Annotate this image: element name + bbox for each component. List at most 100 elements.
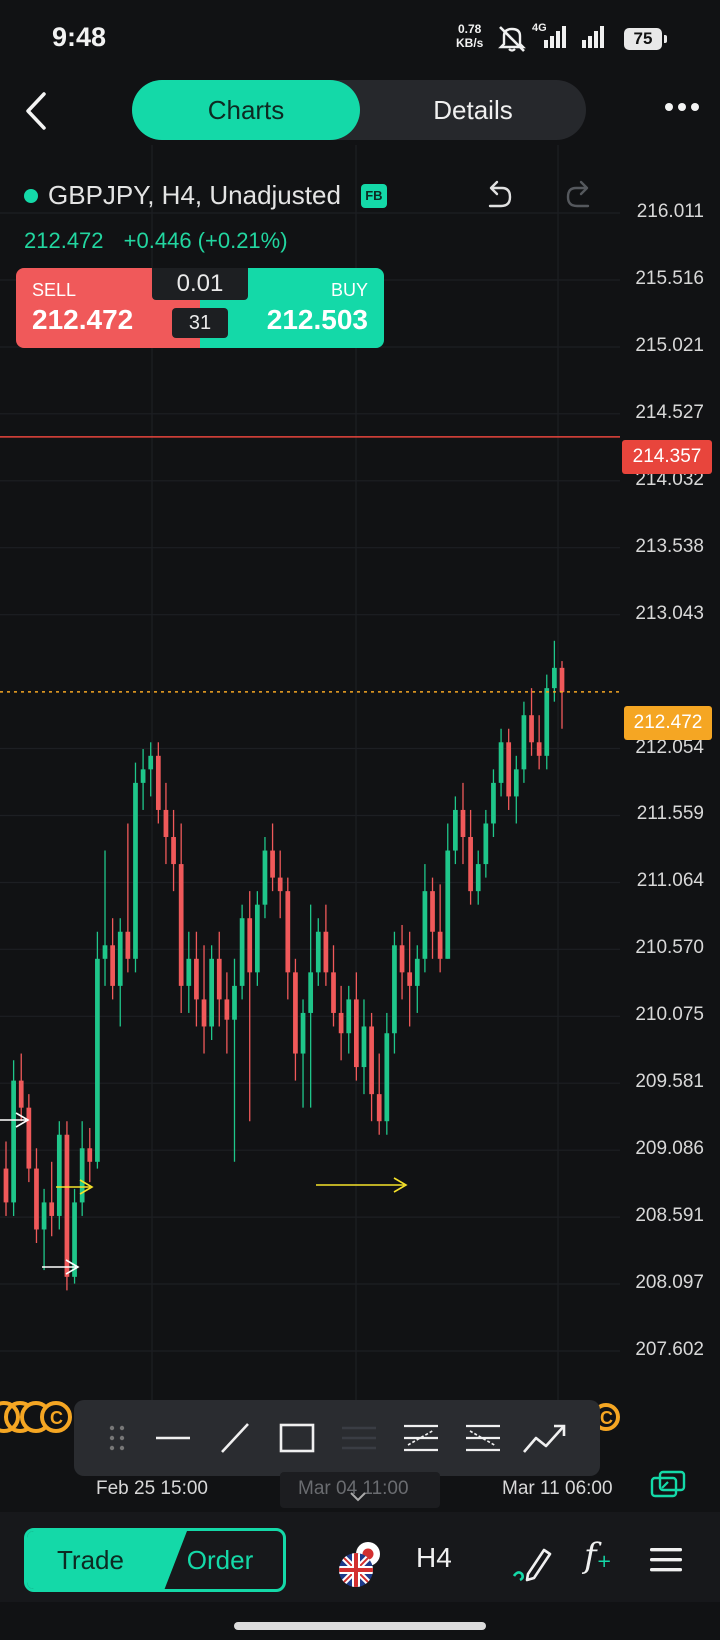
candle [148,742,154,797]
price-axis-label: 209.086 [635,1138,704,1160]
candle [41,1188,47,1271]
price-axis-label: 210.570 [635,937,704,959]
indicators-icon[interactable]: f+ [584,1536,612,1576]
candle [239,904,245,1000]
current-price-tag: 212.472 [624,706,712,740]
date-label: Mar 04 11:00 [298,1478,409,1499]
candle [376,1053,382,1135]
candle [483,809,489,878]
candle [293,958,298,1081]
trade-order-switch: Trade Order [24,1528,286,1592]
undo-icon[interactable] [482,178,516,212]
price-axis-label: 214.527 [635,401,704,423]
price-axis-label: 207.602 [635,1339,704,1360]
drag-handle-icon[interactable] [86,1400,148,1476]
alert-price-tag[interactable]: 214.357 [622,440,712,474]
candle [513,755,519,824]
redo-icon[interactable] [562,178,596,212]
price-axis-label: 208.591 [635,1205,704,1227]
more-options-button[interactable] [664,100,700,114]
candle [414,945,420,1013]
candle [300,999,306,1108]
trend-line-tool-icon[interactable] [204,1400,266,1476]
candle [232,958,237,1162]
signal-icon [544,26,604,48]
candle [87,1127,93,1183]
buy-label: BUY [330,280,368,300]
trade-button[interactable]: Trade [27,1531,187,1589]
uk-japan-flag-icon[interactable] [336,1540,386,1590]
candle [453,796,458,865]
sell-price: 212.472 [32,304,134,335]
candle [346,985,352,1054]
candle [34,1148,39,1244]
candle [498,728,504,797]
candle [11,1060,16,1216]
tab-switch: Charts Details [132,80,586,140]
event-marker[interactable]: C [594,1400,620,1434]
svg-text:C: C [50,1408,63,1428]
channel-tool-icon[interactable] [328,1400,390,1476]
candle [270,823,275,892]
network-speed-value: 0.78 [457,22,482,36]
price-axis-label: 208.097 [635,1272,704,1293]
spread-value: 31 [172,308,228,338]
candle [407,931,413,1027]
arrow-drawing[interactable] [316,1177,408,1193]
rectangle-tool-icon[interactable] [266,1400,328,1476]
fb-badge: FB [360,183,387,208]
timeframe-selector[interactable]: H4 [416,1542,452,1573]
candle [338,985,344,1061]
order-button[interactable]: Order [186,1545,254,1575]
candle [64,1121,70,1291]
candle [163,782,169,865]
polyline-tool-icon[interactable] [514,1400,576,1476]
fib-retracement-tool-icon[interactable] [452,1400,514,1476]
date-label: Mar 11 06:00 [502,1478,613,1499]
price-axis-label: 215.021 [635,334,704,356]
chart-grid [0,145,620,1415]
candle [521,701,527,783]
candle [392,931,397,1054]
instrument-header[interactable]: GBPJPY, H4, Unadjusted FB [24,180,387,211]
event-markers[interactable]: C [0,1398,80,1436]
candle [529,688,534,756]
candle [171,809,176,892]
chevron-left-icon [26,92,46,130]
date-label: Feb 25 15:00 [96,1478,208,1499]
tab-charts[interactable]: Charts [132,80,360,140]
candle [155,742,161,824]
horizontal-line-tool-icon[interactable] [142,1400,204,1476]
candle [140,749,146,810]
network-speed: 0.78 KB/s [456,22,483,50]
arrow-drawing[interactable] [0,1112,30,1128]
candle [506,728,512,810]
lot-size-input[interactable]: 0.01 [152,268,248,300]
tab-details[interactable]: Details [433,95,513,125]
drawn-arrows[interactable] [0,1112,408,1275]
back-button[interactable] [18,86,58,136]
candle [18,1053,24,1122]
price-axis-label: 210.075 [635,1004,704,1026]
price-axis-label: 215.516 [635,267,704,289]
draw-pen-icon[interactable] [510,1540,554,1584]
price-axis-label: 211.064 [636,870,704,892]
quick-trade-panel: SELL 212.472 BUY 212.503 0.01 31 [16,268,384,348]
candle [224,972,230,1054]
screenshot-rotate-icon[interactable] [648,1466,692,1506]
candlestick-chart[interactable] [0,145,720,1415]
home-indicator [234,1622,486,1630]
candle [399,924,405,1000]
candle [72,1188,77,1284]
arrow-drawing[interactable] [42,1259,80,1275]
mute-bell-icon [498,26,526,52]
menu-icon[interactable] [650,1546,682,1574]
parallel-channel-tool-icon[interactable] [390,1400,452,1476]
buy-price: 212.503 [266,304,368,335]
candle [178,823,184,1013]
candle [95,931,100,1169]
candle [56,1121,62,1230]
chevron-down-icon[interactable] [348,1490,368,1504]
arrow-drawing[interactable] [56,1179,94,1195]
candle [475,850,481,905]
